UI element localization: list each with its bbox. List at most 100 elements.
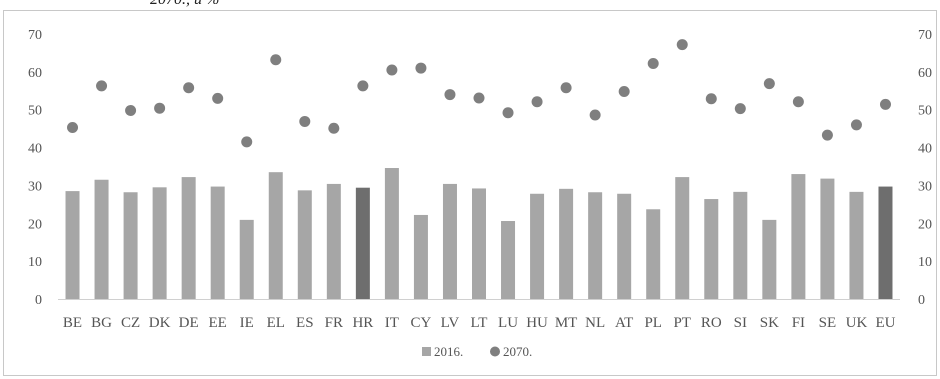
x-tick-label: SI [734, 315, 747, 331]
x-tick-label: FI [792, 315, 805, 331]
dot-sk [763, 78, 775, 90]
x-tick-label: ES [296, 315, 314, 331]
left-y-axis: 0 10 20 30 40 50 60 70 [28, 28, 42, 308]
x-tick-label: HU [526, 315, 548, 331]
dot-lu [502, 107, 514, 119]
dot-dk [154, 102, 166, 114]
bar-series [65, 168, 893, 299]
dot-eu [879, 98, 891, 110]
x-tick-label: IE [240, 315, 254, 331]
dot-at [618, 86, 630, 98]
y-tick-label-right: 20 [918, 217, 932, 232]
dot-el [270, 54, 282, 66]
dot-bg [96, 80, 108, 92]
legend-swatch-bar [422, 347, 431, 356]
bar-el [268, 172, 283, 299]
y-tick-label-right: 0 [918, 293, 925, 308]
dot-hr [357, 80, 369, 92]
x-tick-label: FR [325, 315, 343, 331]
dot-nl [589, 109, 601, 121]
bar-mt [559, 188, 574, 299]
dot-cy [415, 62, 427, 74]
y-tick-label-left: 0 [35, 293, 42, 308]
dot-de [183, 82, 195, 94]
dot-es [299, 115, 311, 127]
dot-mt [560, 82, 572, 94]
bar-es [297, 190, 312, 299]
dot-fi [792, 96, 804, 108]
bar-si [733, 191, 748, 299]
bar-ro [704, 199, 719, 299]
dot-ro [705, 93, 717, 105]
dot-uk [850, 119, 862, 131]
bar-de [181, 177, 196, 299]
y-tick-label-right: 30 [918, 179, 932, 194]
bar-dk [152, 187, 167, 299]
dot-pl [647, 58, 659, 70]
bar-fr [326, 183, 341, 299]
bar-hu [530, 193, 545, 299]
dot-ee [212, 92, 224, 104]
y-tick-label-right: 40 [918, 142, 932, 157]
dot-hu [531, 96, 543, 108]
bar-pt [675, 177, 690, 299]
right-y-axis: 0 10 20 30 40 50 60 70 [918, 28, 932, 308]
bar-cz [123, 192, 138, 299]
chart-frame [3, 10, 937, 376]
bar-it [384, 168, 399, 299]
x-tick-label: DK [149, 315, 171, 331]
x-tick-label: EE [209, 315, 227, 331]
dot-lv [444, 89, 456, 101]
y-tick-label-left: 40 [28, 142, 42, 157]
dot-it [386, 64, 398, 76]
bar-lv [442, 183, 457, 299]
x-tick-label: PT [673, 315, 691, 331]
bar-be [65, 191, 80, 299]
x-tick-label: EU [875, 315, 895, 331]
bar-uk [849, 191, 864, 299]
y-tick-label-right: 60 [918, 66, 932, 81]
bar-sk [762, 219, 777, 299]
bar-eu [878, 186, 893, 299]
dot-lt [473, 92, 485, 104]
bar-ie [239, 219, 254, 299]
x-tick-label: PL [644, 315, 662, 331]
bar-cy [413, 214, 428, 299]
x-tick-label: DE [179, 315, 199, 331]
legend-swatch-dot [490, 346, 500, 357]
bar-bg [94, 179, 109, 299]
chart-caption: 2070., u % [150, 0, 219, 9]
y-tick-label-right: 70 [918, 28, 932, 43]
bar-se [820, 178, 835, 299]
x-tick-label: CZ [121, 315, 140, 331]
x-tick-label: BG [91, 315, 112, 331]
y-tick-label-left: 60 [28, 66, 42, 81]
x-tick-label: AT [615, 315, 633, 331]
bar-fi [791, 174, 806, 299]
legend: 2016. 2070. [422, 344, 532, 359]
dot-ie [241, 136, 253, 148]
dot-si [734, 103, 746, 115]
y-tick-label-right: 50 [918, 104, 932, 119]
bar-lu [501, 221, 516, 299]
legend-label-2070: 2070. [503, 344, 532, 359]
y-tick-label-left: 50 [28, 104, 42, 119]
x-tick-label: LT [471, 315, 488, 331]
bar-hr [355, 187, 370, 299]
x-tick-label: SK [760, 315, 779, 331]
legend-label-2016: 2016. [434, 344, 463, 359]
dot-se [821, 129, 833, 141]
x-axis-labels: BE BG CZ DK DE EE IE EL ES FR HR IT CY LV LT LU HU MT NL AT… [63, 315, 896, 331]
bar-lt [472, 188, 486, 299]
bar-at [617, 193, 632, 299]
x-tick-label: UK [846, 315, 868, 331]
y-tick-label-left: 70 [28, 28, 42, 43]
bar-nl [588, 192, 603, 299]
x-tick-label: MT [555, 315, 578, 331]
dot-cz [125, 104, 137, 116]
y-tick-label-left: 10 [28, 255, 42, 270]
x-tick-label: SE [819, 315, 837, 331]
dot-be [67, 122, 79, 134]
